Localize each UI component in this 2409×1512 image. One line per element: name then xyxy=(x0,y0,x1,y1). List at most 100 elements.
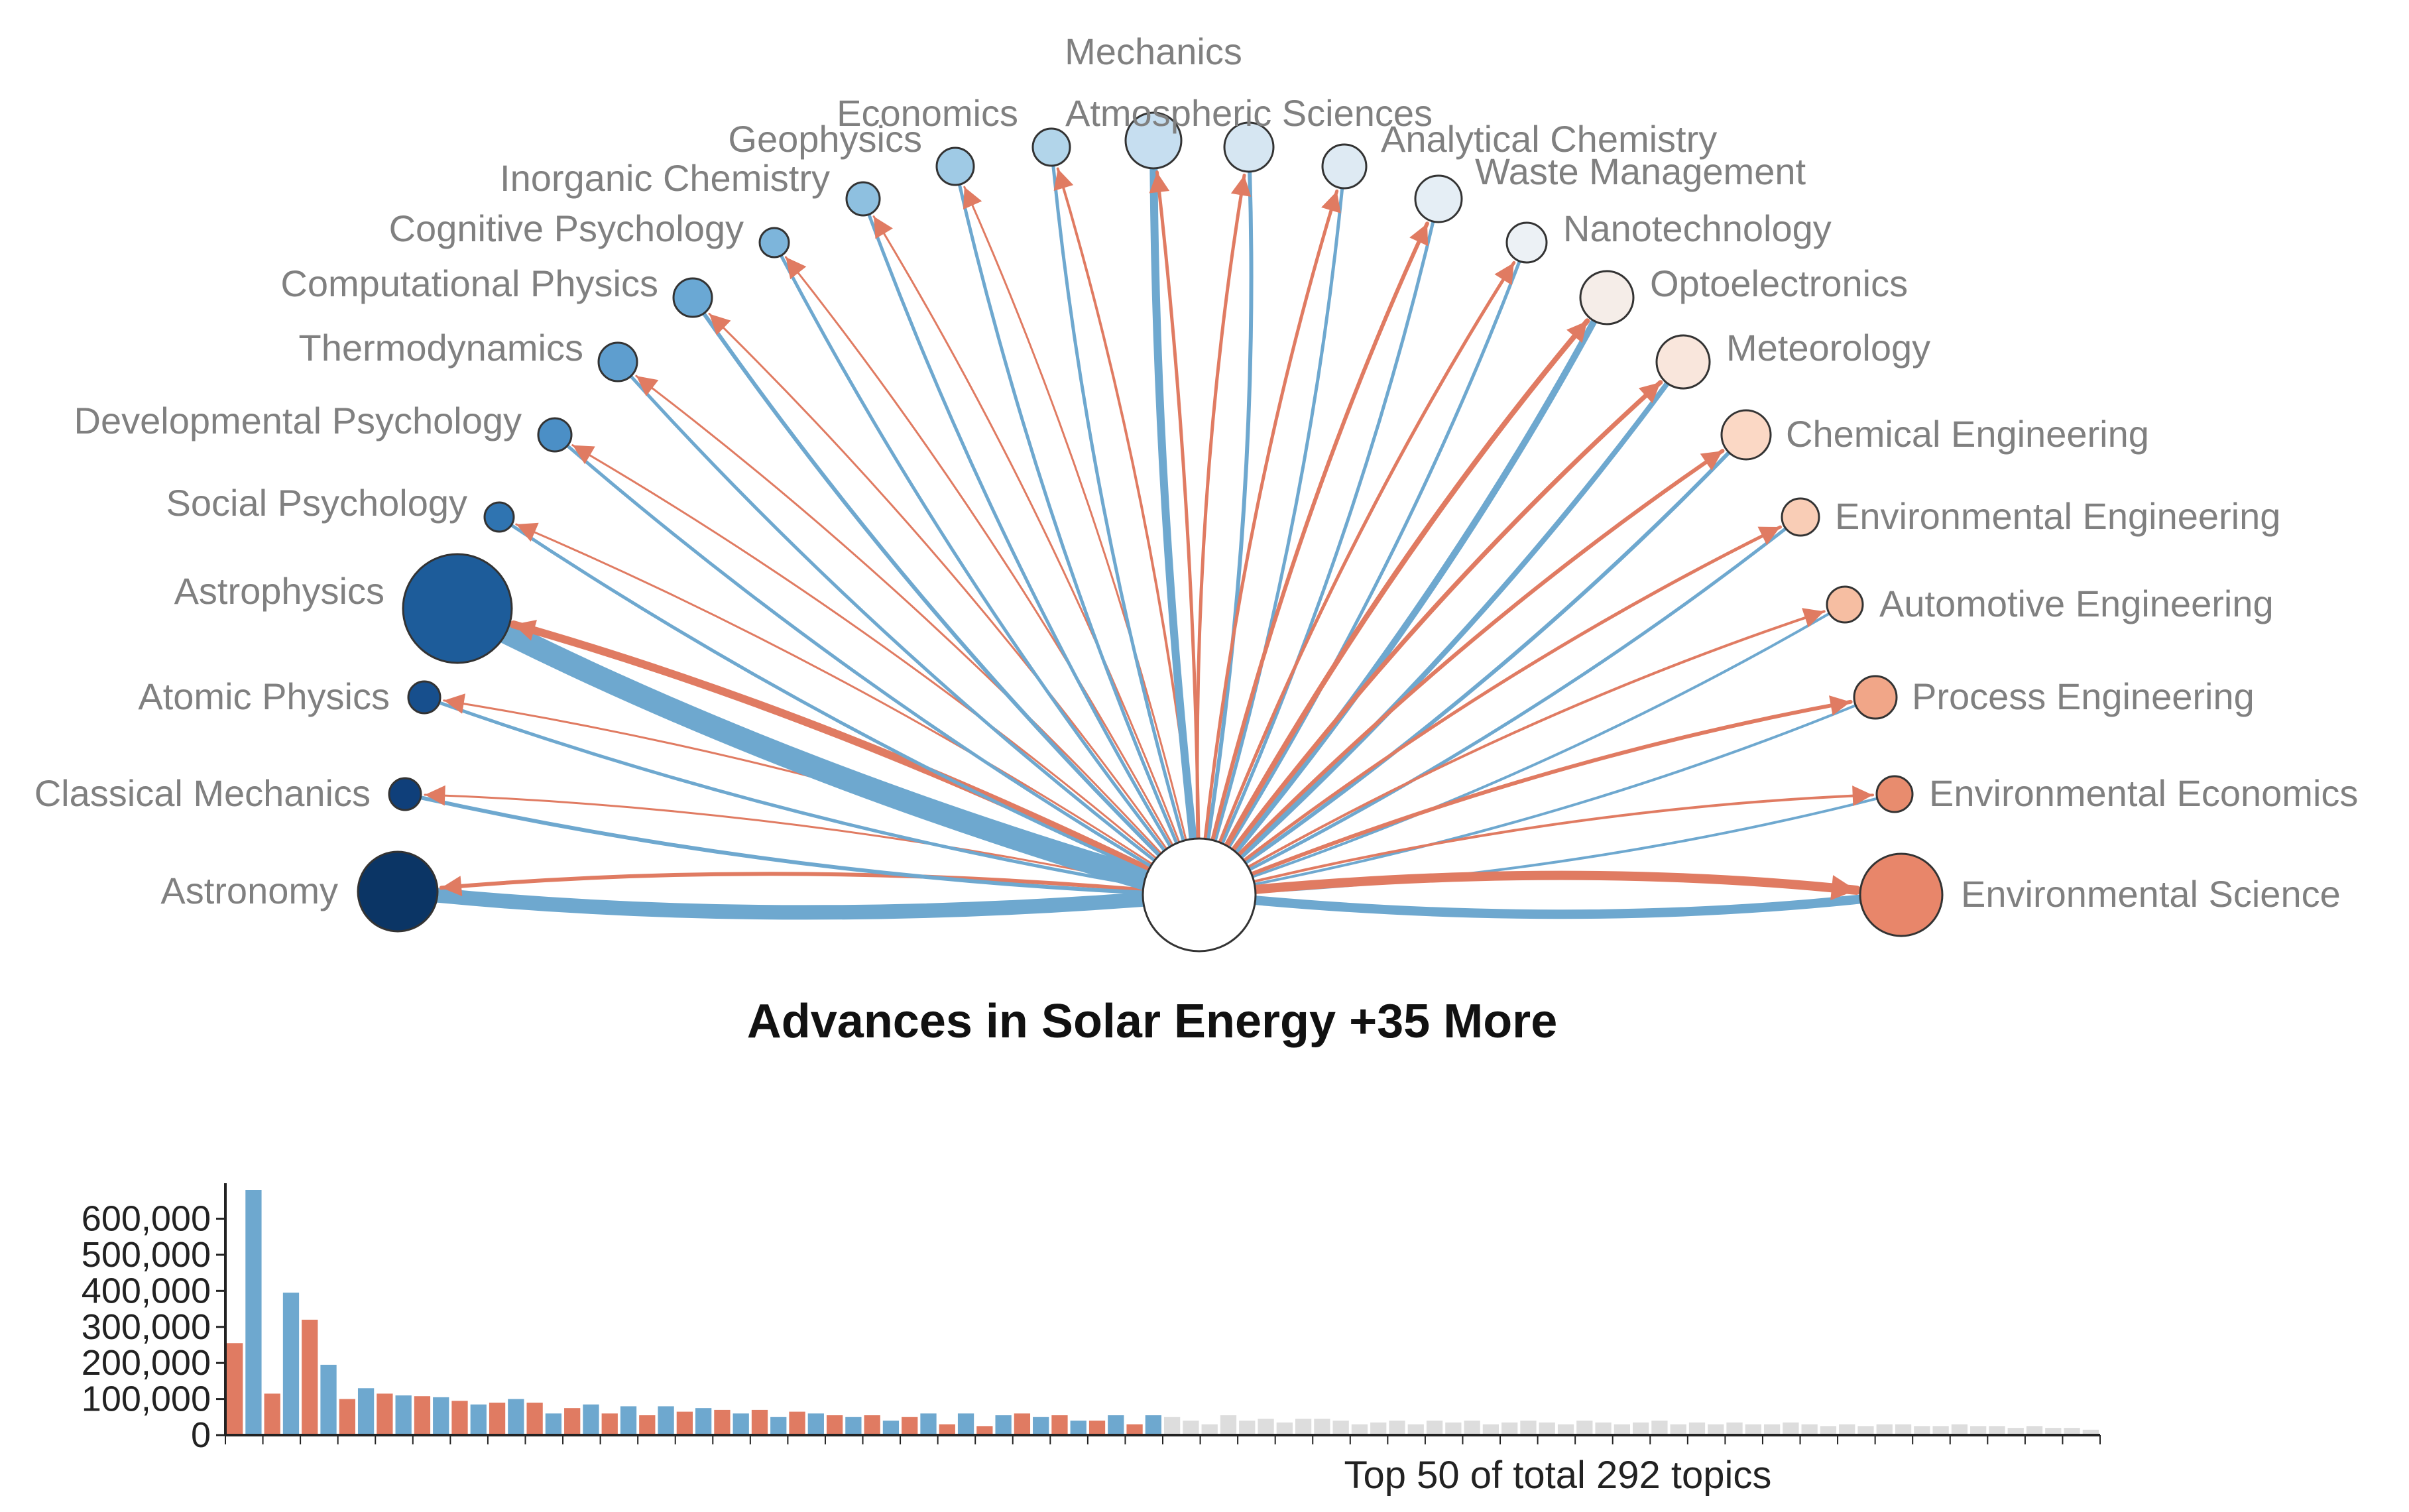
center-node[interactable] xyxy=(1142,837,1257,953)
bar-68[interactable] xyxy=(1482,1424,1499,1435)
node-meteorology[interactable] xyxy=(1655,334,1711,390)
bar-26[interactable] xyxy=(695,1408,712,1435)
bar-33[interactable] xyxy=(826,1415,843,1435)
node-geophysics[interactable] xyxy=(935,146,975,186)
bar-77[interactable] xyxy=(1651,1421,1668,1435)
node-astronomy[interactable] xyxy=(357,850,439,933)
bar-10[interactable] xyxy=(395,1395,412,1435)
bar-18[interactable] xyxy=(545,1413,562,1435)
bar-69[interactable] xyxy=(1501,1422,1518,1435)
bar-4[interactable] xyxy=(282,1293,300,1435)
bar-84[interactable] xyxy=(1783,1422,1799,1435)
bar-32[interactable] xyxy=(807,1413,824,1435)
bar-99[interactable] xyxy=(2064,1428,2080,1435)
bar-88[interactable] xyxy=(1857,1426,1874,1435)
bar-13[interactable] xyxy=(451,1401,468,1435)
bar-24[interactable] xyxy=(658,1406,674,1435)
bar-23[interactable] xyxy=(639,1415,656,1435)
node-analytical-chemistry[interactable] xyxy=(1321,143,1368,190)
bar-35[interactable] xyxy=(864,1415,880,1435)
bar-2[interactable] xyxy=(245,1190,262,1435)
bar-67[interactable] xyxy=(1464,1421,1480,1435)
bar-62[interactable] xyxy=(1370,1422,1387,1435)
bar-7[interactable] xyxy=(339,1399,355,1435)
bar-28[interactable] xyxy=(733,1413,749,1435)
node-environmental-engineering[interactable] xyxy=(1781,497,1820,537)
node-waste-management[interactable] xyxy=(1414,174,1463,223)
bar-80[interactable] xyxy=(1708,1424,1724,1435)
bar-50[interactable] xyxy=(1145,1415,1161,1435)
bar-52[interactable] xyxy=(1183,1421,1199,1435)
bar-54[interactable] xyxy=(1220,1415,1237,1435)
bar-55[interactable] xyxy=(1239,1421,1256,1435)
bar-86[interactable] xyxy=(1820,1426,1837,1435)
bar-73[interactable] xyxy=(1576,1421,1593,1435)
bar-39[interactable] xyxy=(939,1424,955,1435)
bar-5[interactable] xyxy=(302,1319,318,1435)
node-nanotechnology[interactable] xyxy=(1505,221,1548,264)
bar-30[interactable] xyxy=(770,1417,787,1435)
node-atomic-physics[interactable] xyxy=(407,680,441,715)
bar-15[interactable] xyxy=(489,1403,506,1435)
bar-16[interactable] xyxy=(508,1399,524,1435)
bar-92[interactable] xyxy=(1932,1426,1949,1435)
bar-40[interactable] xyxy=(957,1413,974,1435)
bar-98[interactable] xyxy=(2045,1428,2062,1435)
bar-97[interactable] xyxy=(2026,1426,2043,1435)
bar-81[interactable] xyxy=(1726,1422,1743,1435)
node-cognitive-psychology[interactable] xyxy=(758,227,790,259)
bar-65[interactable] xyxy=(1426,1421,1443,1435)
bar-36[interactable] xyxy=(882,1421,900,1435)
node-astrophysics[interactable] xyxy=(402,553,513,664)
node-developmental-psychology[interactable] xyxy=(537,417,573,453)
bar-17[interactable] xyxy=(526,1403,543,1435)
node-social-psychology[interactable] xyxy=(483,501,515,533)
bar-66[interactable] xyxy=(1445,1422,1462,1435)
node-inorganic-chemistry[interactable] xyxy=(845,181,881,217)
bar-72[interactable] xyxy=(1557,1424,1574,1435)
bar-93[interactable] xyxy=(1951,1424,1968,1435)
bar-79[interactable] xyxy=(1688,1422,1706,1435)
bar-45[interactable] xyxy=(1051,1415,1068,1435)
node-mechanics[interactable] xyxy=(1124,111,1183,170)
bar-100[interactable] xyxy=(2082,1429,2099,1435)
bar-46[interactable] xyxy=(1070,1421,1087,1435)
bar-91[interactable] xyxy=(1914,1426,1930,1435)
bar-42[interactable] xyxy=(995,1415,1012,1435)
bar-8[interactable] xyxy=(357,1388,375,1435)
bar-89[interactable] xyxy=(1876,1424,1893,1435)
bar-20[interactable] xyxy=(583,1404,599,1435)
bar-29[interactable] xyxy=(751,1409,768,1435)
bar-31[interactable] xyxy=(789,1411,805,1435)
bar-70[interactable] xyxy=(1520,1421,1537,1435)
bar-34[interactable] xyxy=(845,1417,862,1435)
bar-58[interactable] xyxy=(1295,1419,1312,1435)
bar-49[interactable] xyxy=(1126,1424,1143,1435)
bar-27[interactable] xyxy=(714,1409,731,1435)
bar-22[interactable] xyxy=(620,1406,637,1435)
node-environmental-science[interactable] xyxy=(1859,852,1944,937)
bar-82[interactable] xyxy=(1745,1424,1761,1435)
bar-43[interactable] xyxy=(1014,1413,1031,1435)
bar-94[interactable] xyxy=(1970,1426,1987,1435)
bar-37[interactable] xyxy=(902,1417,918,1435)
bar-1[interactable] xyxy=(227,1343,243,1435)
bar-12[interactable] xyxy=(433,1397,449,1435)
bar-44[interactable] xyxy=(1033,1417,1049,1435)
bar-87[interactable] xyxy=(1839,1424,1855,1435)
bar-78[interactable] xyxy=(1670,1424,1686,1435)
bar-76[interactable] xyxy=(1633,1422,1649,1435)
bar-14[interactable] xyxy=(470,1404,487,1435)
bar-11[interactable] xyxy=(414,1396,431,1435)
bar-21[interactable] xyxy=(601,1413,618,1435)
bar-48[interactable] xyxy=(1108,1415,1124,1435)
bar-96[interactable] xyxy=(2007,1428,2024,1435)
bar-47[interactable] xyxy=(1088,1421,1106,1435)
bar-83[interactable] xyxy=(1763,1424,1781,1435)
bar-3[interactable] xyxy=(264,1393,280,1435)
bar-9[interactable] xyxy=(377,1393,393,1435)
bar-74[interactable] xyxy=(1595,1422,1612,1435)
node-economics[interactable] xyxy=(1031,127,1071,167)
node-chemical-engineering[interactable] xyxy=(1720,409,1772,461)
node-classical-mechanics[interactable] xyxy=(388,777,422,811)
